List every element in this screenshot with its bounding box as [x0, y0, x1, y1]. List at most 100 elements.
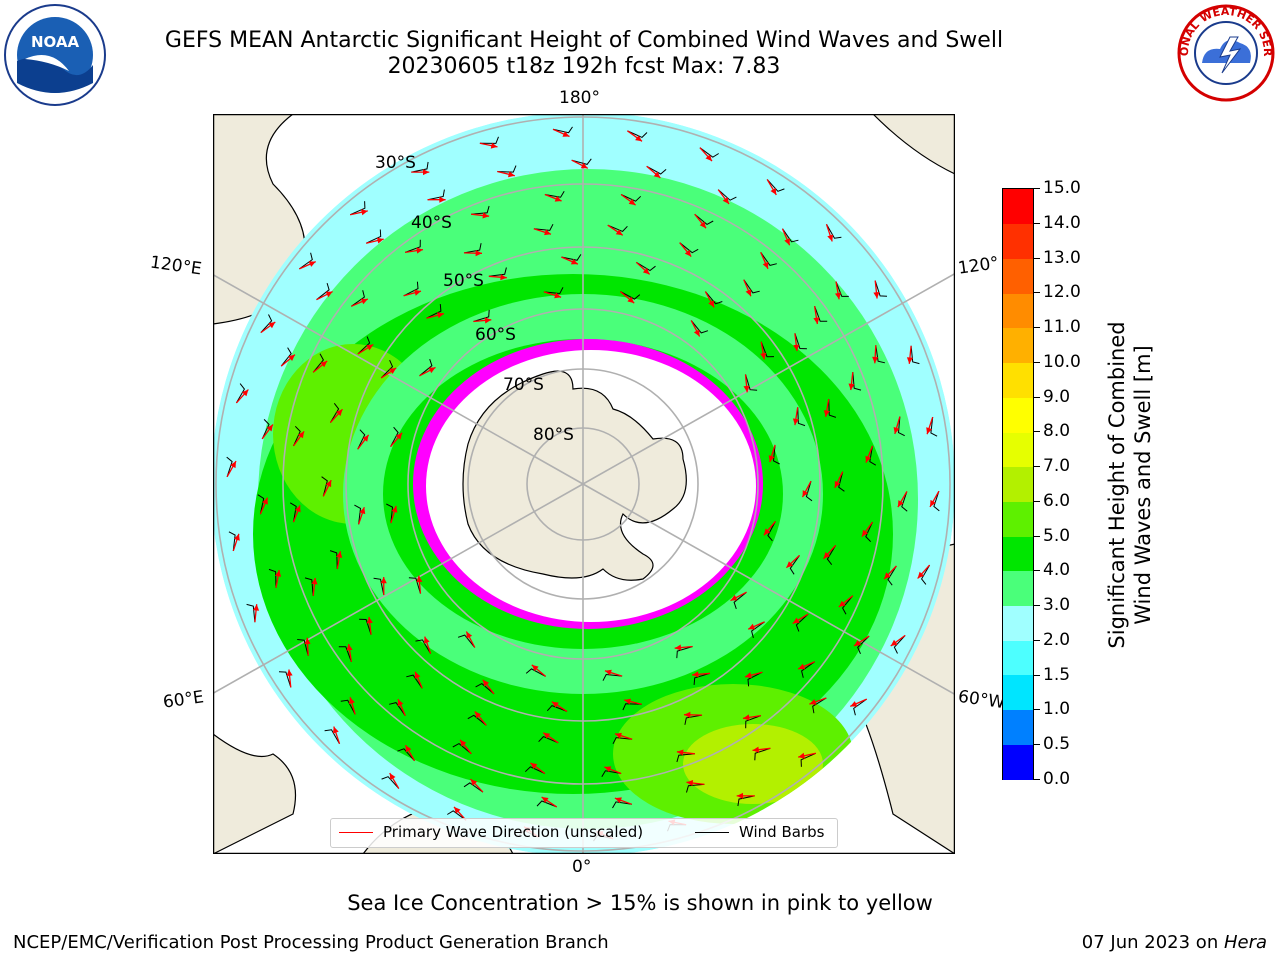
wind-barb — [828, 399, 837, 418]
wave-arrow-head — [562, 131, 570, 137]
wind-barb — [612, 801, 632, 809]
wind-barb — [260, 314, 273, 333]
wind-barb — [684, 714, 703, 725]
wave-arrow-head — [405, 745, 412, 753]
wind-barb — [365, 229, 382, 244]
wave-arrow-head — [366, 616, 373, 624]
graticule — [213, 114, 955, 854]
colorbar-tick-mark — [1034, 709, 1040, 711]
wind-barb — [390, 426, 399, 447]
wave-arrow-head — [745, 289, 752, 297]
wave-arrow-head — [554, 195, 562, 202]
colorbar-tick-label: 10.0 — [1043, 351, 1081, 372]
wave-arrow-head — [297, 431, 305, 439]
wind-barb — [415, 639, 432, 654]
wind-barb — [289, 502, 297, 523]
wave-arrow-head — [366, 344, 374, 351]
wind-barb — [607, 224, 628, 232]
noaa-logo: NOAA — [4, 4, 106, 106]
colorbar-segment — [1003, 570, 1033, 607]
wind-barb — [329, 402, 340, 423]
colorbar-segment — [1003, 431, 1033, 468]
wave-arrow-head — [241, 389, 249, 397]
chart-subtitle: 20230605 t18z 192h fcst Max: 7.83 — [387, 54, 781, 79]
lon-label-0: 0° — [572, 857, 592, 877]
colorbar-segment — [1003, 223, 1033, 259]
wave-arrow-head — [376, 237, 384, 244]
legend-wind-label: Wind Barbs — [739, 823, 825, 841]
wind-barb — [397, 748, 415, 762]
wave-arrow-head — [414, 289, 421, 296]
wave-arrow-head — [813, 317, 820, 324]
wind-barb — [826, 545, 837, 566]
colorbar-segment — [1003, 536, 1033, 572]
wind-barb — [841, 595, 854, 615]
wind-barb — [602, 673, 623, 681]
wave-arrow-head — [530, 762, 538, 770]
wave-arrow-head — [294, 505, 301, 513]
wave-arrow-head — [362, 434, 369, 442]
wave-arrow-head — [253, 604, 260, 611]
wind-barb — [789, 555, 800, 575]
lon-label-60e: 60°E — [161, 687, 206, 713]
wave-arrow-head — [604, 669, 612, 676]
lat-label-40s: 40°S — [411, 213, 452, 233]
lon-label-60w: 60°W — [956, 686, 1007, 714]
wind-barb — [620, 194, 642, 202]
wind-barb — [357, 429, 366, 450]
wave-arrow-head — [361, 209, 368, 216]
wave-arrow-head — [286, 669, 293, 677]
wind-barb — [686, 783, 705, 793]
wave-arrow-head — [275, 570, 282, 577]
wind-barb — [754, 747, 771, 761]
wind-barb — [299, 252, 313, 270]
wind-barb — [561, 254, 582, 261]
wind-barb — [316, 282, 330, 301]
wind-barb — [324, 729, 340, 744]
wave-arrow-head — [752, 746, 760, 753]
wave-arrow-head — [861, 529, 869, 537]
wind-barb — [838, 471, 845, 492]
wind-barb — [411, 161, 429, 173]
wave-arrow-head — [380, 577, 387, 584]
wind-barb — [473, 309, 490, 322]
wind-barb — [622, 703, 642, 711]
wind-barb — [457, 634, 476, 648]
colorbar-segment — [1003, 744, 1033, 780]
legend-wave-swatch — [339, 831, 373, 833]
wind-barb — [933, 491, 940, 512]
wind-barb — [795, 613, 809, 632]
colorbar-tick-mark — [1034, 674, 1040, 676]
wind-barb — [733, 591, 747, 610]
wave-arrow-head — [835, 292, 841, 300]
wind-barb — [524, 766, 546, 774]
wind-barb — [805, 481, 813, 502]
wave-arrow-head — [288, 354, 295, 361]
wind-barb — [226, 456, 233, 477]
lon-label-120e: 120°E — [148, 252, 203, 280]
wave-arrow-head — [653, 171, 661, 178]
wave-arrow-head — [336, 409, 343, 416]
wind-barb — [380, 359, 394, 379]
wind-barb — [875, 345, 886, 364]
wind-barb — [381, 776, 400, 789]
wind-barb — [304, 577, 314, 596]
wind-barb — [693, 672, 711, 685]
lat-label-70s: 70°S — [503, 375, 544, 395]
wind-barb — [235, 383, 246, 404]
wind-barb — [737, 795, 755, 807]
wave-arrow-head — [762, 261, 769, 269]
wave-arrow-head — [906, 357, 913, 364]
wind-barb — [699, 147, 719, 158]
wave-arrow-head — [736, 792, 743, 799]
lat-label-30s: 30°S — [375, 153, 416, 173]
wave-arrow-head — [541, 797, 549, 803]
wind-barb — [257, 494, 265, 515]
wind-barb — [760, 341, 775, 358]
wave-arrow-head — [763, 528, 771, 536]
wave-arrow-head — [266, 424, 273, 432]
wave-arrow-head — [676, 749, 684, 756]
colorbar-tick-mark — [1034, 779, 1040, 780]
wave-arrow-head — [699, 221, 706, 229]
colorbar-title-line1: Significant Height of Combined — [1105, 321, 1129, 649]
